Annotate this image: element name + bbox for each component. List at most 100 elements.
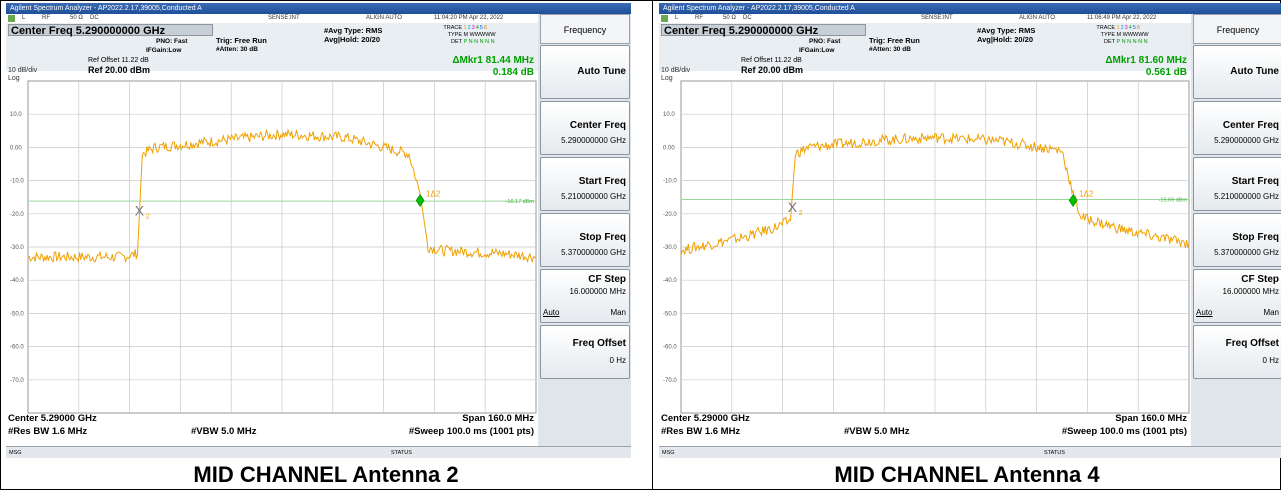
y-tick-label: -20.0 xyxy=(10,212,24,218)
status-align: ALIGN AUTO xyxy=(1019,15,1055,21)
softkey-label: Freq Offset xyxy=(572,338,626,349)
y-tick-label: -60.0 xyxy=(10,345,24,351)
det-value: P N N N N N xyxy=(1116,39,1148,45)
y-tick-label: -70.0 xyxy=(10,378,24,384)
status-word: STATUS xyxy=(1044,450,1065,456)
y-tick-label: 0.00 xyxy=(10,145,22,151)
man-option[interactable]: Man xyxy=(610,308,626,317)
trig-label: Trig: Free Run xyxy=(216,36,267,45)
avg-type-label: #Avg Type: RMS xyxy=(324,26,383,35)
softkey-label: Center Freq xyxy=(1222,120,1279,131)
stop-freq-button[interactable]: Stop Freq 5.370000000 GHz xyxy=(1193,213,1281,267)
auto-tune-button[interactable]: Auto Tune xyxy=(1193,45,1281,99)
y-tick-label: -50.0 xyxy=(10,311,24,317)
delta-marker-db: 0.184 dB xyxy=(492,67,534,78)
trace-num: 4 xyxy=(475,25,479,31)
type-label: TYPE xyxy=(447,32,462,38)
y-tick-label: -10.0 xyxy=(10,179,24,185)
center-freq-button[interactable]: Center Freq 5.290000000 GHz xyxy=(540,101,630,155)
center-label: Center 5.29000 GHz xyxy=(661,413,750,424)
delta-marker-label: 1Δ2 xyxy=(426,190,441,199)
window-title: Agilent Spectrum Analyzer - AP2022.2.17,… xyxy=(6,3,631,14)
status-sense: SENSE:INT xyxy=(268,15,300,21)
message-bar: MSG STATUS xyxy=(659,446,1281,458)
atten-label: #Atten: 30 dB xyxy=(216,46,258,53)
delta-marker-label: 1Δ2 xyxy=(1079,190,1094,199)
softkey-label: Center Freq xyxy=(569,120,626,131)
type-label: TYPE xyxy=(1100,32,1115,38)
softkey-label: Auto Tune xyxy=(1230,66,1279,77)
reference-marker-label: 2 xyxy=(146,213,150,220)
status-word: STATUS xyxy=(391,450,412,456)
center-label: Center 5.29000 GHz xyxy=(8,413,97,424)
softkey-value: 5.370000000 GHz xyxy=(561,248,626,257)
reference-marker: X xyxy=(135,202,145,218)
spectrum-trace xyxy=(27,128,537,264)
start-freq-button[interactable]: Start Freq 5.210000000 GHz xyxy=(1193,157,1281,211)
status-ohm: 50 Ω xyxy=(70,15,83,21)
delta-marker xyxy=(1068,193,1078,208)
message-bar: MSG STATUS xyxy=(6,446,631,458)
panel-divider xyxy=(652,0,653,490)
trace-num: 6 xyxy=(483,25,487,31)
center-freq-readout[interactable]: Center Freq 5.290000000 GHz xyxy=(8,24,213,37)
trace-num: 2 xyxy=(467,25,471,31)
y-tick-label: 10.0 xyxy=(663,112,675,118)
softkey-label: CF Step xyxy=(1241,274,1279,285)
status-rf: RF xyxy=(695,15,703,21)
y-tick-label: -50.0 xyxy=(663,311,677,317)
softkey-label: CF Step xyxy=(588,274,626,285)
status-l: L xyxy=(22,15,26,21)
status-time: 11:04:20 PM Apr 22, 2022 xyxy=(434,15,504,21)
trace-num: 3 xyxy=(1124,25,1128,31)
sweep-label: #Sweep 100.0 ms (1001 pts) xyxy=(408,426,534,437)
stop-freq-button[interactable]: Stop Freq 5.370000000 GHz xyxy=(540,213,630,267)
msg-label: MSG xyxy=(9,450,22,456)
ref-offset: Ref Offset 11.22 dB xyxy=(741,57,802,64)
caption-left: MID CHANNEL Antenna 2 xyxy=(193,462,459,487)
status-icon xyxy=(8,15,15,22)
trace-num: 6 xyxy=(1136,25,1140,31)
y-tick-label: -30.0 xyxy=(10,245,24,251)
det-label: DET xyxy=(451,39,462,45)
plot-area: Ref 20.00 dBm 10 dB/div Log ΔMkr1 81.60 … xyxy=(659,55,1191,446)
trace-num: 4 xyxy=(1128,25,1132,31)
trace-num: 1 xyxy=(1116,25,1120,31)
softkey-label: Start Freq xyxy=(578,176,626,187)
reference-marker-label: 2 xyxy=(799,210,803,217)
threshold-label: -16.17 dBm xyxy=(506,199,535,205)
trig-label: Trig: Free Run xyxy=(869,36,920,45)
status-dc: DC xyxy=(90,15,99,21)
pno-label: PNO: Fast xyxy=(156,38,188,45)
y-tick-label: -20.0 xyxy=(663,212,677,218)
ref-level: Ref 20.00 dBm xyxy=(88,65,151,75)
type-value: M WWWWW xyxy=(463,32,496,38)
analyzer-window-1: Agilent Spectrum Analyzer - AP2022.2.17,… xyxy=(6,3,631,458)
spectrum-plot: 10.0 0.00 -10.0 -20.0 -30.0 -40.0 -50.0 -60.0 -7… xyxy=(10,80,537,414)
auto-option[interactable]: Auto xyxy=(1196,308,1213,317)
status-sense: SENSE:INT xyxy=(921,15,953,21)
freq-offset-button[interactable]: Freq Offset 0 Hz xyxy=(540,325,630,379)
start-freq-button[interactable]: Start Freq 5.210000000 GHz xyxy=(540,157,630,211)
status-dc: DC xyxy=(743,15,752,21)
auto-tune-button[interactable]: Auto Tune xyxy=(540,45,630,99)
trace-num: 3 xyxy=(471,25,475,31)
auto-option[interactable]: Auto xyxy=(543,308,560,317)
type-value: M WWWWW xyxy=(1116,32,1149,38)
rbw-label: #Res BW 1.6 MHz xyxy=(8,426,88,437)
spectrum-trace xyxy=(680,132,1190,256)
cf-step-button[interactable]: CF Step 16.000000 MHz Auto Man xyxy=(540,269,630,323)
freq-offset-button[interactable]: Freq Offset 0 Hz xyxy=(1193,325,1281,379)
softkey-label: Stop Freq xyxy=(1232,232,1279,243)
center-freq-button[interactable]: Center Freq 5.290000000 GHz xyxy=(1193,101,1281,155)
trace-numbers: 123456 xyxy=(464,25,488,31)
delta-marker-freq: ΔMkr1 81.44 MHz xyxy=(452,55,534,66)
window-title: Agilent Spectrum Analyzer - AP2022.2.17,… xyxy=(659,3,1281,14)
atten-label: #Atten: 30 dB xyxy=(869,46,911,53)
center-freq-readout[interactable]: Center Freq 5.290000000 GHz xyxy=(661,24,866,37)
span-label: Span 160.0 MHz xyxy=(1115,413,1187,424)
softkey-panel: Frequency Auto Tune Center Freq 5.290000… xyxy=(1192,14,1281,446)
span-label: Span 160.0 MHz xyxy=(462,413,534,424)
cf-step-button[interactable]: CF Step 16.000000 MHz Auto Man xyxy=(1193,269,1281,323)
man-option[interactable]: Man xyxy=(1263,308,1279,317)
